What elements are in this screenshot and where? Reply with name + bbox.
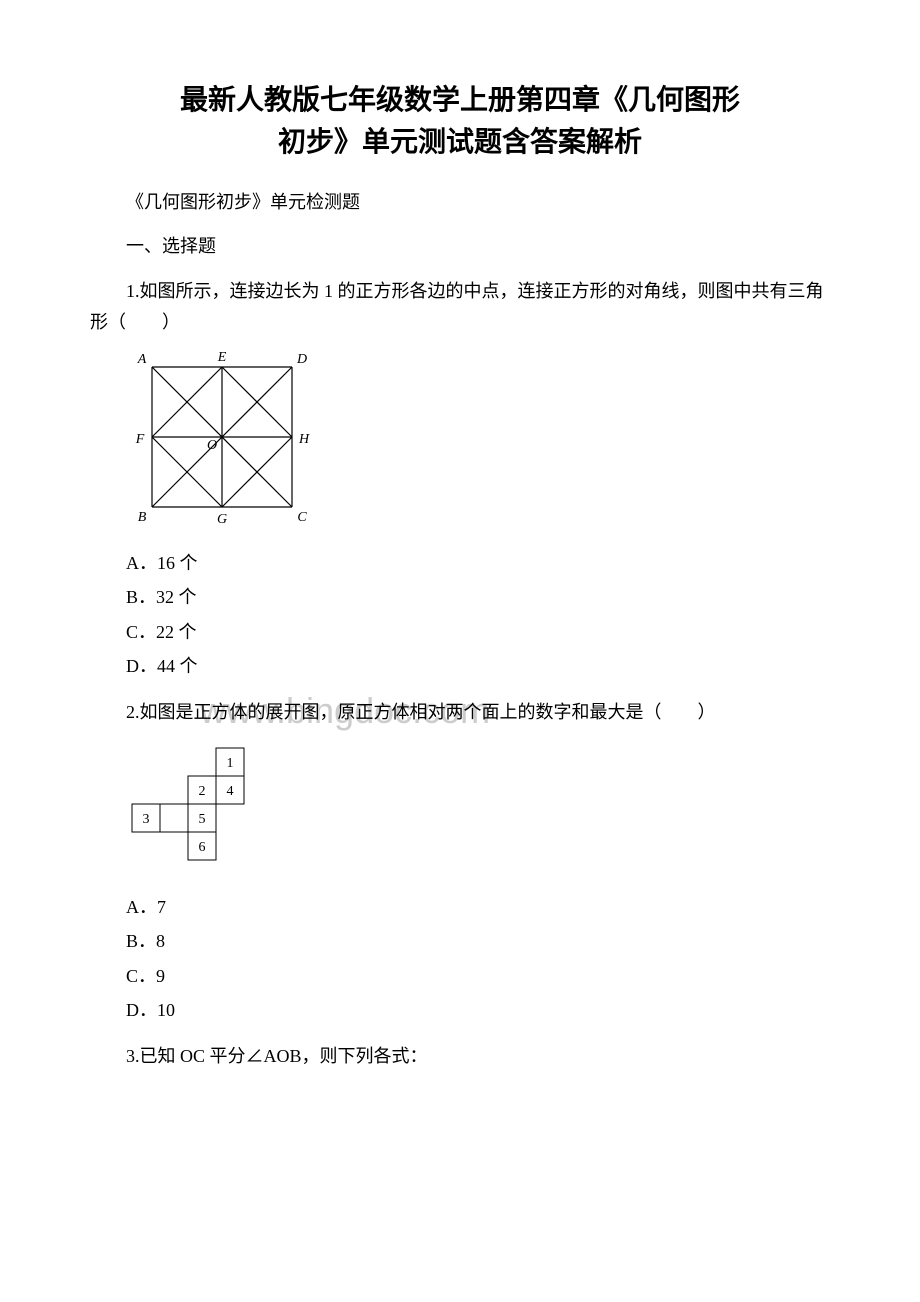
svg-text:C: C [297, 510, 307, 525]
document-subtitle: 《几何图形初步》单元检测题 [90, 188, 830, 214]
question-3-text: 3.已知 OC 平分∠AOB，则下列各式： [90, 1041, 830, 1072]
svg-text:2: 2 [199, 784, 206, 799]
svg-text:E: E [217, 350, 227, 365]
page-title: 最新人教版七年级数学上册第四章《几何图形 初步》单元测试题含答案解析 [90, 80, 830, 164]
svg-text:1: 1 [227, 756, 234, 771]
svg-text:F: F [135, 432, 145, 447]
svg-text:D: D [296, 352, 307, 367]
question-1-text: 1.如图所示，连接边长为 1 的正方形各边的中点，连接正方形的对角线，则图中共有… [90, 276, 830, 337]
q1-figure-svg: A B C D E F G H O [122, 349, 322, 529]
svg-text:H: H [298, 432, 310, 447]
q1-option-d: D．44 个 [90, 649, 830, 683]
q2-option-c: C．9 [90, 959, 830, 993]
q1-option-a: A．16 个 [90, 546, 830, 580]
svg-text:A: A [137, 352, 147, 367]
svg-text:O: O [207, 438, 217, 453]
question-2-text: 2.如图是正方体的展开图，原正方体相对两个面上的数字和最大是（ ） [90, 697, 830, 728]
svg-text:3: 3 [143, 812, 150, 827]
question-2-figure: 1 2 4 3 5 6 [122, 740, 830, 879]
question-1-figure: A B C D E F G H O [122, 349, 830, 534]
svg-text:6: 6 [199, 840, 206, 855]
q1-option-c: C．22 个 [90, 615, 830, 649]
svg-text:B: B [138, 510, 147, 525]
q2-figure-svg: 1 2 4 3 5 6 [122, 740, 260, 874]
q2-option-a: A．7 [90, 890, 830, 924]
svg-text:G: G [217, 512, 227, 527]
q2-option-d: D．10 [90, 993, 830, 1027]
q2-option-b: B．8 [90, 924, 830, 958]
title-line-2: 初步》单元测试题含答案解析 [278, 127, 642, 158]
svg-text:5: 5 [199, 812, 206, 827]
q1-option-b: B．32 个 [90, 580, 830, 614]
title-line-1: 最新人教版七年级数学上册第四章《几何图形 [180, 85, 740, 116]
svg-text:4: 4 [227, 784, 234, 799]
section-heading-1: 一、选择题 [90, 232, 830, 258]
